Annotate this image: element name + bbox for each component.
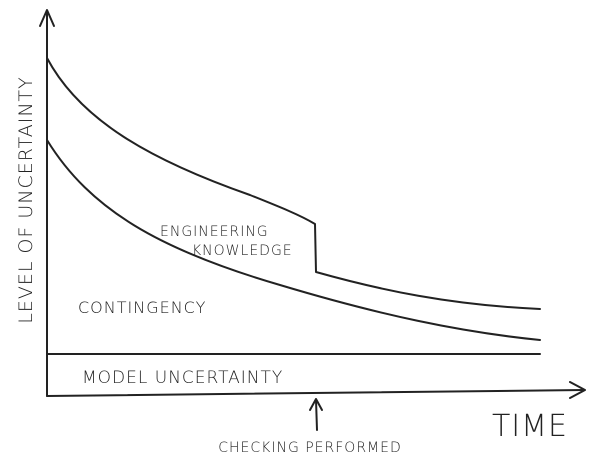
checking-arrow <box>315 399 318 431</box>
region-label: KNOWLEDGE <box>192 243 293 259</box>
y-axis-arrow <box>39 9 55 27</box>
y-axis-label: LEVEL OF UNCERTAINTY <box>15 76 37 324</box>
x-axis-label: TIME <box>492 409 568 444</box>
region-label: CONTINGENCY <box>78 298 206 317</box>
x-axis <box>46 389 585 397</box>
annotation: CHECKING PERFORMED <box>218 440 402 456</box>
checking-arrow-head <box>309 398 323 411</box>
knowledge-curve <box>46 57 541 310</box>
contingency-curve <box>46 139 541 341</box>
x-axis-arrow <box>569 381 586 399</box>
region-label: MODEL UNCERTAINTY <box>82 368 283 388</box>
region-label: ENGINEERING <box>160 224 269 240</box>
